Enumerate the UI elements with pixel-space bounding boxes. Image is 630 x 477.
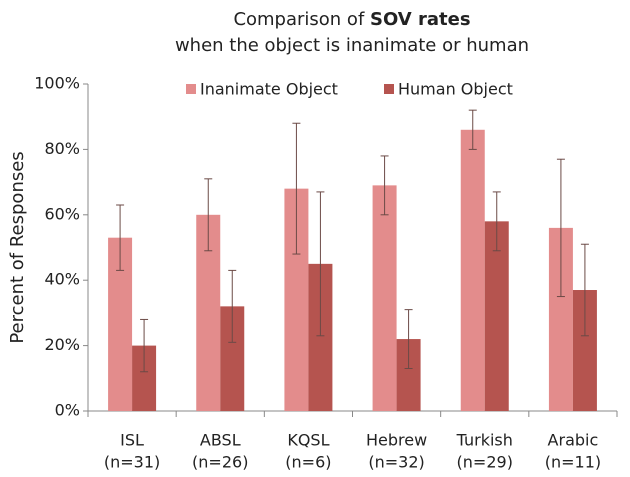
y-tick-label: 0% [55, 401, 80, 420]
error-bar [556, 158, 565, 298]
title-part: SOV rates [370, 9, 471, 30]
x-tick-label: (n=11) [545, 453, 601, 472]
legend-label: Inanimate Object [200, 80, 338, 99]
error-bar [228, 269, 237, 343]
error-bar [380, 155, 389, 216]
error-bar [492, 191, 501, 252]
x-tick-label: Turkish [456, 431, 513, 450]
x-tick-label: Hebrew [366, 431, 427, 450]
error-bar [204, 178, 213, 252]
y-tick-label: 40% [44, 270, 80, 289]
title-part: Comparison of [233, 9, 370, 30]
x-tick-label: (n=31) [104, 453, 160, 472]
x-tick-label: (n=32) [368, 453, 424, 472]
error-bar [116, 204, 125, 271]
title-part: when the object is inanimate or human [175, 35, 529, 56]
error-bar [404, 309, 413, 369]
bar [484, 221, 509, 411]
x-tick-label: KQSL [287, 431, 329, 450]
y-tick-label: 60% [44, 204, 80, 223]
bar [372, 185, 397, 411]
legend-label: Human Object [398, 80, 513, 99]
y-tick-label: 100% [34, 74, 80, 93]
error-bar [140, 318, 149, 373]
x-tick-label: Arabic [548, 431, 599, 450]
legend-swatch [384, 84, 394, 94]
chart-title: when the object is inanimate or human [175, 35, 529, 56]
error-bar [468, 109, 477, 150]
y-tick-label: 80% [44, 139, 80, 158]
x-tick-label: (n=26) [192, 453, 248, 472]
legend-swatch [186, 84, 196, 94]
error-bar [316, 191, 325, 337]
bar [460, 129, 485, 411]
error-bar [292, 122, 301, 255]
x-tick-label: (n=6) [285, 453, 331, 472]
x-tick-label: (n=29) [457, 453, 513, 472]
x-tick-label: ABSL [200, 431, 241, 450]
chart-title: Comparison of SOV rates [233, 9, 470, 30]
y-tick-label: 20% [44, 335, 80, 354]
y-axis-label: Percent of Responses [7, 151, 28, 343]
x-tick-label: ISL [120, 431, 144, 450]
error-bar [580, 243, 589, 337]
